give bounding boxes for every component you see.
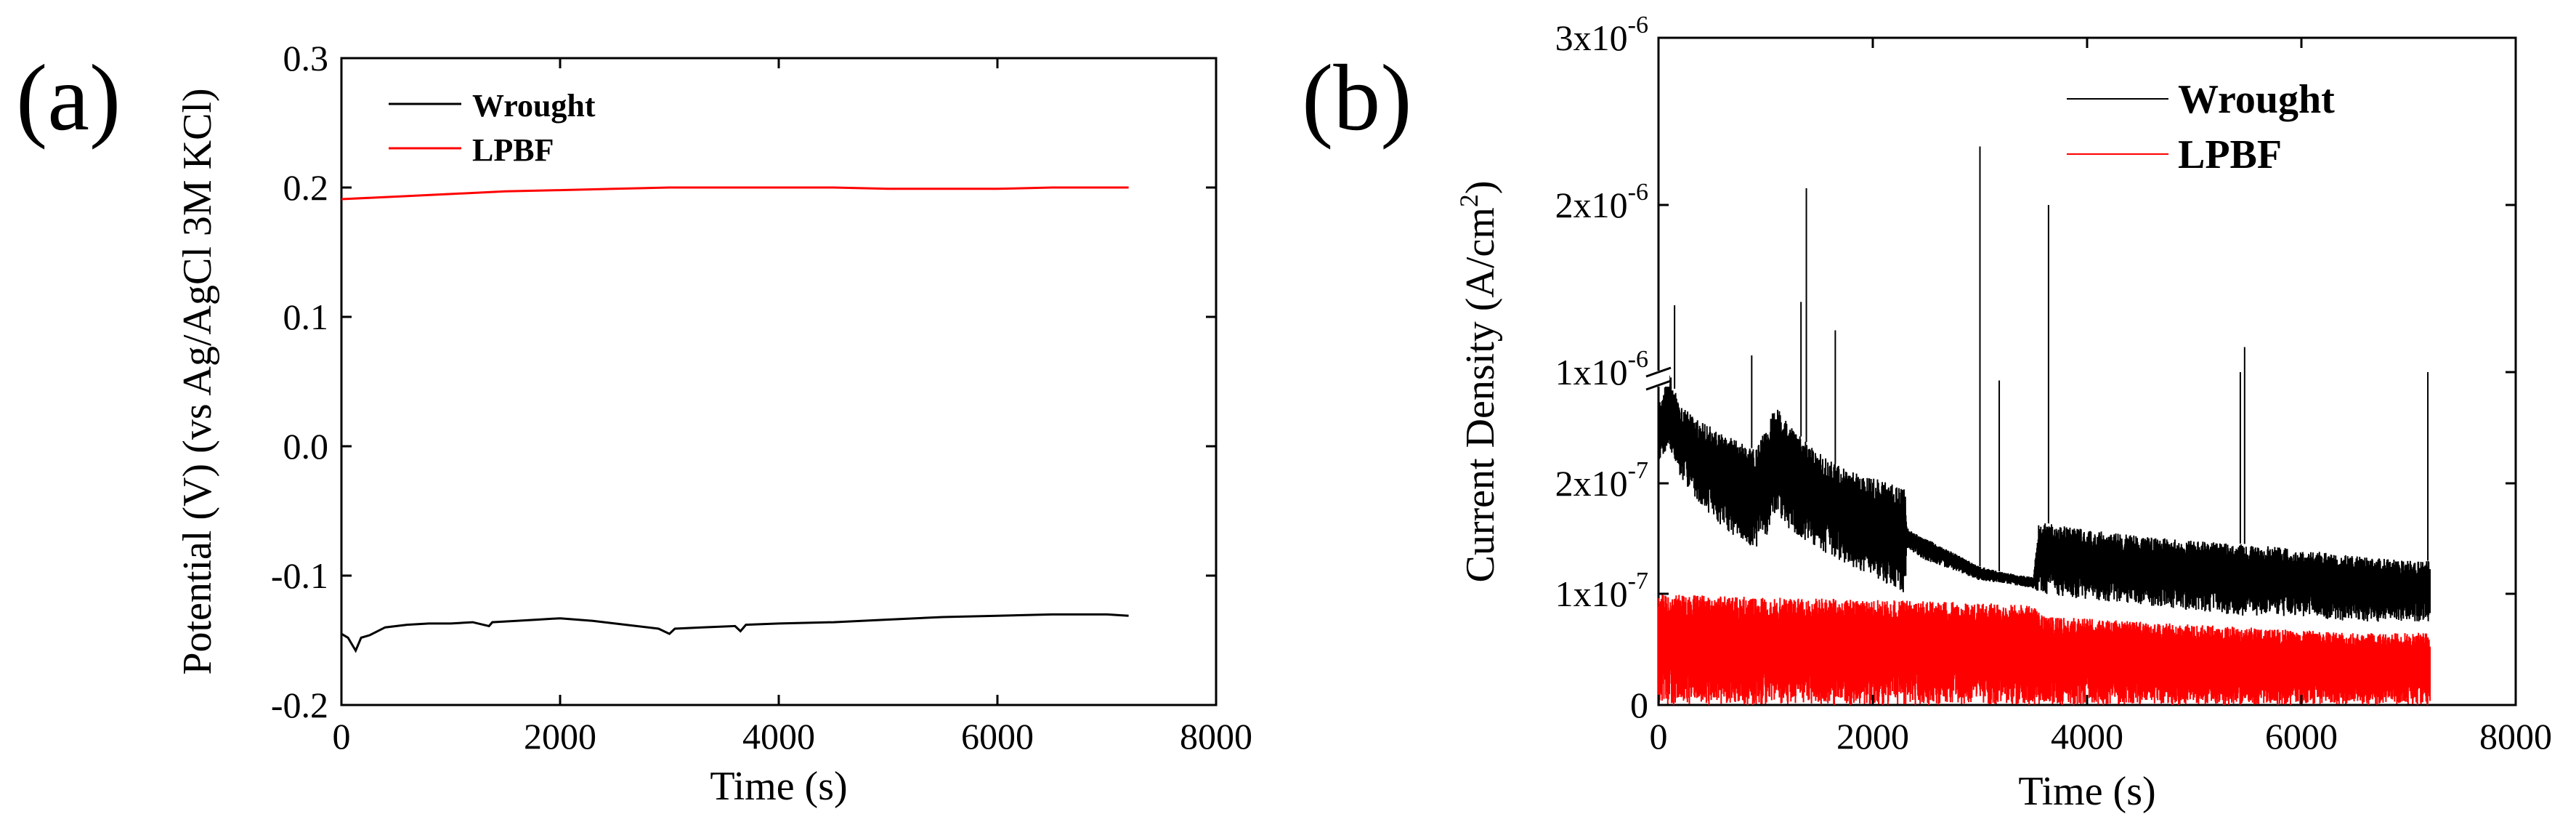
panel-a-series-wrought [341,613,1129,653]
panel-b-legend-lpbf-label: LPBF [2178,132,2282,177]
panel-b-y-axis-title-superscript: 2 [1454,194,1483,207]
panel-b-y-tick-label: 2x10-6 [1555,179,1648,225]
panel-a-series [341,186,1129,653]
panel-a-series-lpbf [341,186,1129,201]
panel-a-label: (a) [16,46,121,150]
panel-a-ticks: 0 2000 4000 6000 8000 -0.2 -0.1 0.0 0.1 0.2 0.3 [271,38,1252,757]
panel-a: (a) 0 2000 4000 6000 8000 -0.2 -0.1 0.0 0.1 0.2 0.… [16,38,1252,809]
panel-b-x-tick-label: 6000 [2265,716,2338,757]
panel-b-x-tick-label: 4000 [2051,716,2123,757]
panel-b-legend-wrought-label: Wrought [2178,77,2335,122]
panel-a-legend-wrought-label: Wrought [472,88,596,124]
panel-b-y-tick-label: 1x10-6 [1555,346,1648,392]
panel-b-series-wrought [1658,375,2431,622]
panel-b-y-tick-label: 1x10-7 [1555,568,1648,614]
panel-b-ticks: 0 2000 4000 6000 8000 0 1x10-7 2x10-7 1x10-6 2x10… [1555,12,2552,757]
panel-b-axis-break-mark-lower [1645,379,1672,391]
panel-a-y-tick-label: 0.0 [283,426,329,467]
panel-b-series-lpbf [1658,594,2431,706]
panel-a-legend: Wrought LPBF [389,88,596,168]
panel-b-series [1658,146,2431,706]
panel-b-axis-break-mark-upper [1645,366,1672,378]
panel-b-y-axis-title-main: Current Density (A/cm [1458,207,1503,582]
panel-b-axis-break [1645,366,1672,391]
panel-b-y-tick-label: 3x10-6 [1555,12,1648,58]
panel-a-x-tick-label: 8000 [1180,716,1252,757]
panel-b-y-axis-title-end: ) [1458,181,1503,195]
panel-a-x-tick-label: 4000 [742,716,815,757]
panel-b-x-tick-label: 8000 [2479,716,2552,757]
panel-a-x-tick-label: 6000 [961,716,1034,757]
panel-a-y-tick-label: 0.1 [283,297,329,337]
panel-b-legend: Wrought LPBF [2067,77,2335,177]
panel-a-y-tick-label: 0.2 [283,167,329,208]
panel-b-y-tick-label: 0 [1630,685,1648,725]
panel-b-x-tick-label: 0 [1650,716,1668,757]
panel-a-x-axis-title: Time (s) [710,764,847,809]
panel-a-y-tick-label: -0.2 [271,685,328,725]
panel-a-y-axis-title: Potential (V) (vs Ag/AgCl 3M KCl) [175,88,220,674]
panel-b-y-tick-label: 2x10-7 [1555,457,1648,504]
panel-b-y-axis-title: Current Density (A/cm2) [1454,181,1503,583]
panel-a-y-tick-label: -0.1 [271,555,328,596]
panel-b-label: (b) [1302,46,1412,150]
panel-a-y-tick-label: 0.3 [283,38,329,78]
panel-b: (b) 0 2000 4000 6000 8000 0 1x10-7 2x10-7 1x10-6… [1302,12,2552,814]
panel-a-legend-lpbf-label: LPBF [472,132,554,168]
panel-b-x-tick-label: 2000 [1836,716,1909,757]
panel-b-x-axis-title: Time (s) [2018,769,2155,814]
panel-a-x-tick-label: 0 [333,716,351,757]
panel-a-x-tick-label: 2000 [524,716,596,757]
